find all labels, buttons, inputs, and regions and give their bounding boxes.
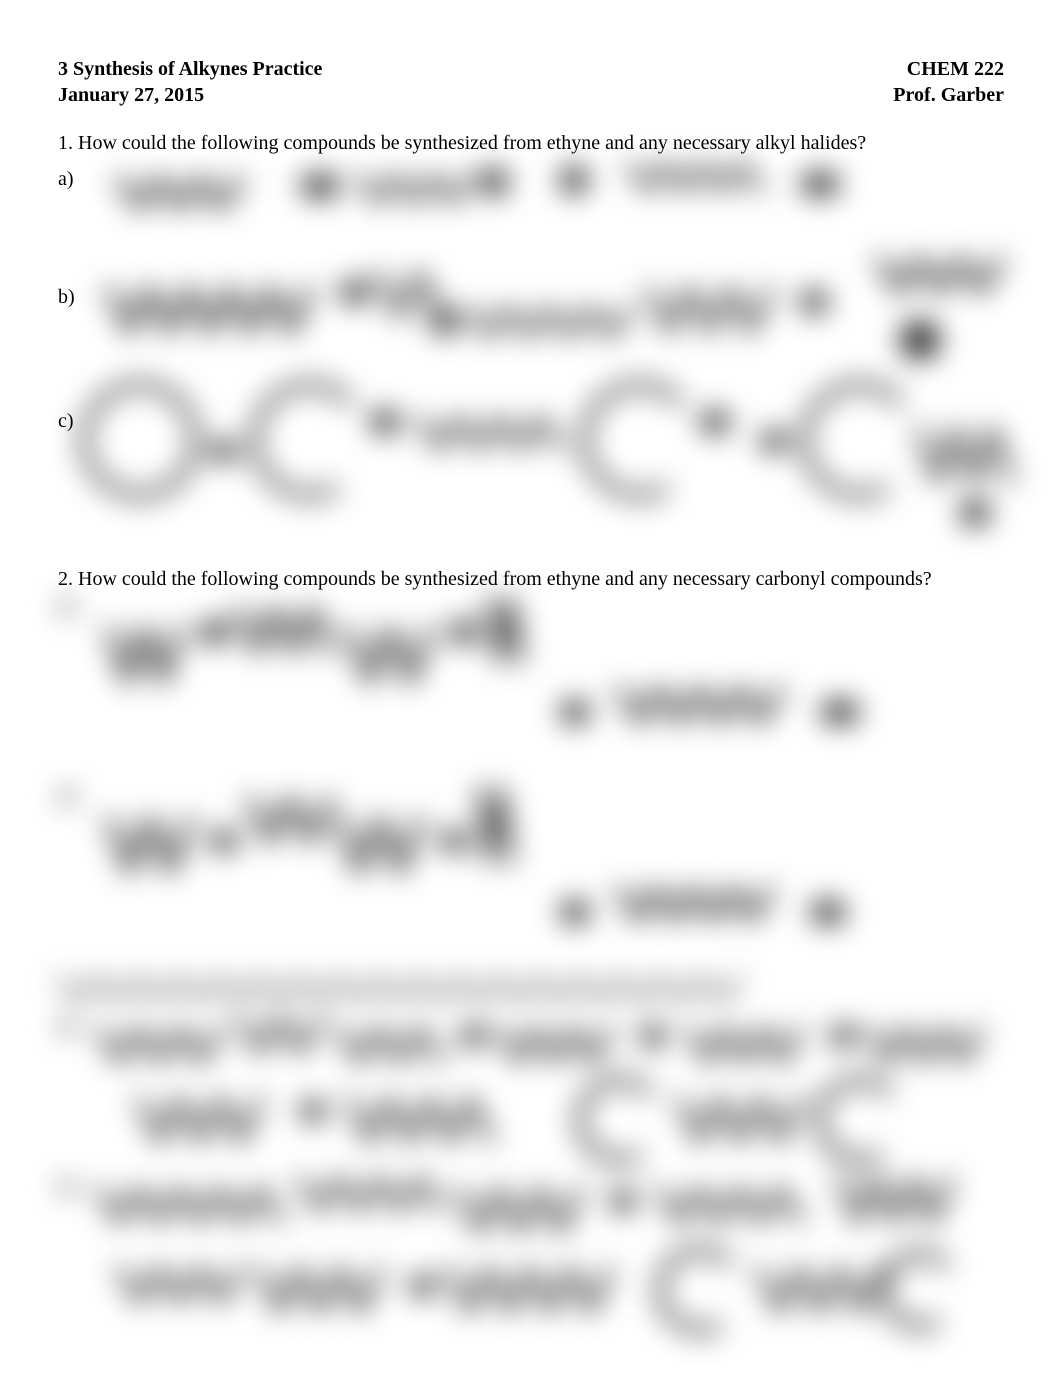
- course-code: CHEM 222: [893, 56, 1004, 82]
- blurred-answers-region-2: [0, 580, 1062, 1340]
- header-left: 3 Synthesis of Alkynes Practice January …: [58, 56, 322, 108]
- title-line-2: January 27, 2015: [58, 82, 322, 108]
- blurred-answers-region-1: [0, 160, 1062, 540]
- question-2: 2. How could the following compounds be …: [58, 566, 1004, 592]
- title-line-1: 3 Synthesis of Alkynes Practice: [58, 56, 322, 82]
- question-1-part-b: b): [58, 286, 75, 309]
- question-1-part-a: a): [58, 168, 74, 191]
- header: 3 Synthesis of Alkynes Practice January …: [58, 56, 1004, 108]
- header-right: CHEM 222 Prof. Garber: [893, 56, 1004, 108]
- question-1-part-c: c): [58, 410, 74, 433]
- instructor: Prof. Garber: [893, 82, 1004, 108]
- question-1: 1. How could the following compounds be …: [58, 130, 1004, 156]
